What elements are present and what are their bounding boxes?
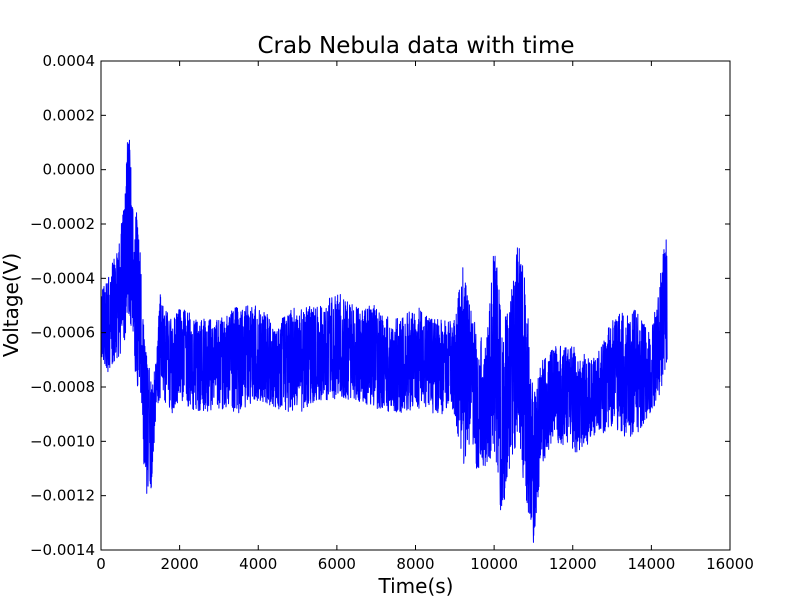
x-tick-label: 4000 <box>239 555 277 573</box>
y-tick-label: 0.0002 <box>43 106 96 124</box>
y-tick-label: 0.0004 <box>43 52 96 70</box>
x-tick-label: 8000 <box>396 555 434 573</box>
y-tick-label: −0.0006 <box>30 324 95 342</box>
y-tick-label: −0.0004 <box>30 269 95 287</box>
x-tick-label: 16000 <box>706 555 754 573</box>
y-tick-label: −0.0008 <box>30 378 95 396</box>
x-tick-label: 12000 <box>549 555 597 573</box>
y-axis-label: Voltage(V) <box>0 253 23 357</box>
x-tick-label: 2000 <box>161 555 199 573</box>
y-tick-label: −0.0014 <box>30 541 95 559</box>
y-tick-label: −0.0012 <box>30 487 95 505</box>
y-tick-label: −0.0010 <box>30 432 95 450</box>
x-tick-label: 0 <box>96 555 106 573</box>
x-axis-label: Time(s) <box>378 574 454 598</box>
x-tick-label: 14000 <box>628 555 676 573</box>
plot-area-group <box>101 139 668 543</box>
y-tick-label: 0.0000 <box>43 161 96 179</box>
chart-title: Crab Nebula data with time <box>257 33 574 59</box>
plot-frame <box>100 60 731 551</box>
x-tick-label: 10000 <box>470 555 518 573</box>
series-layer <box>101 139 668 543</box>
y-axis: 0.0004 0.0002 0.0000 −0.0002 −0.0004 −0.0006 −… <box>30 52 730 559</box>
x-tick-label: 6000 <box>318 555 356 573</box>
series-line-voltage <box>101 139 668 543</box>
y-tick-label: −0.0002 <box>30 215 95 233</box>
x-axis: 0 2000 4000 6000 8000 10000 12000 14000 16000 <box>96 61 754 573</box>
